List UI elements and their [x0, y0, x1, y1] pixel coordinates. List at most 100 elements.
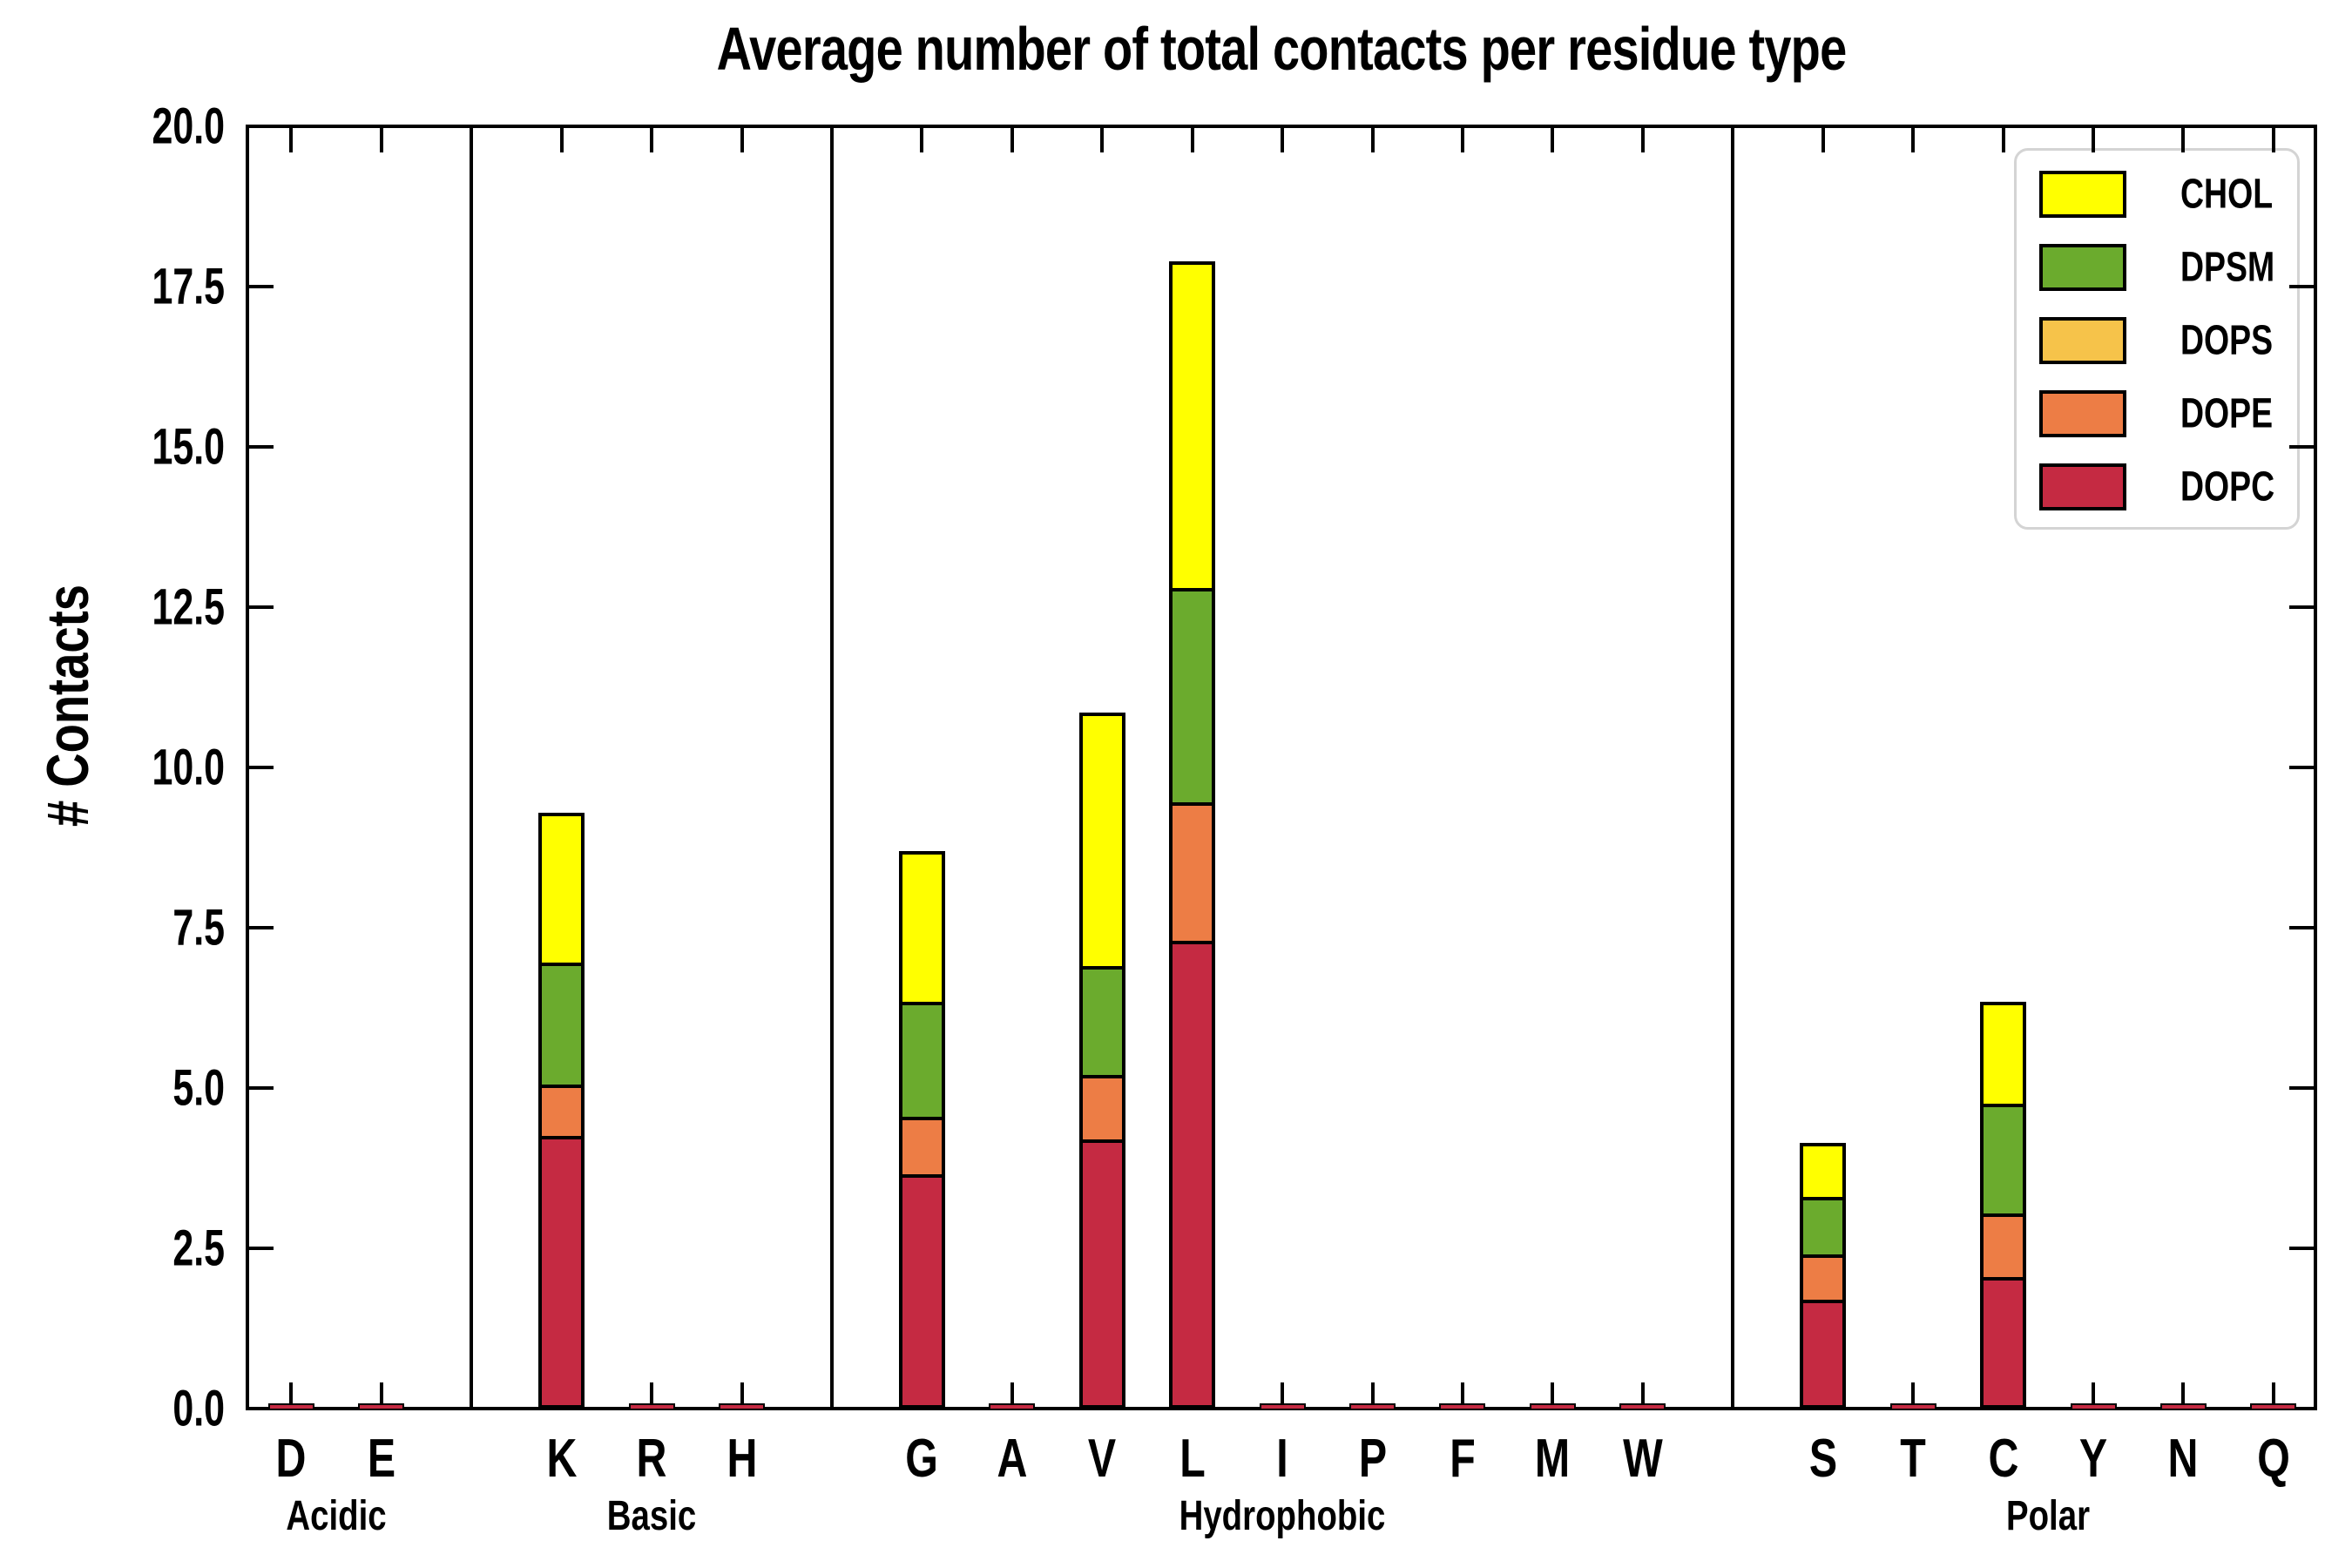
- x-axis-tick-top: [1640, 126, 1645, 152]
- legend-label: CHOL: [2180, 171, 2274, 218]
- x-axis-tick-bottom: [2271, 1382, 2275, 1409]
- x-axis-tick-top: [2271, 126, 2275, 152]
- y-axis-tick-right: [2289, 926, 2315, 929]
- bar-segment-chol: [538, 812, 585, 967]
- x-axis-tick-bottom: [1281, 1382, 1285, 1409]
- x-tick-label: S: [1808, 1429, 1837, 1489]
- bar-segment-dpsm: [1169, 587, 1216, 807]
- y-axis-tick-left: [247, 1247, 274, 1250]
- x-axis-tick-bottom: [1010, 1382, 1014, 1409]
- bar-near-zero: [267, 1403, 314, 1410]
- y-tick-label: 12.5: [152, 578, 225, 636]
- legend-swatch-chol: [2039, 171, 2126, 218]
- y-axis-tick-right: [2289, 1247, 2315, 1250]
- bar-segment-chol: [1169, 260, 1216, 591]
- legend-label: DOPE: [2180, 390, 2274, 437]
- x-tick-label: A: [997, 1429, 1028, 1489]
- x-tick-label: C: [1988, 1429, 2019, 1489]
- bar-segment-dopc: [1800, 1299, 1847, 1409]
- bar-near-zero: [1259, 1403, 1306, 1410]
- axis-right-spine: [2314, 125, 2317, 1410]
- x-axis-tick-top: [2181, 126, 2186, 152]
- bar-near-zero: [2250, 1403, 2297, 1410]
- y-axis-tick-left: [247, 605, 274, 609]
- y-tick-label: 0.0: [172, 1380, 225, 1437]
- chart-title: Average number of total contacts per res…: [716, 15, 1848, 83]
- y-axis-tick-right: [2289, 1407, 2315, 1410]
- x-axis-tick-top: [1911, 126, 1916, 152]
- x-tick-label: G: [905, 1429, 939, 1489]
- y-tick-label: 5.0: [172, 1059, 225, 1117]
- x-axis-tick-bottom: [1460, 1382, 1464, 1409]
- bar-near-zero: [358, 1403, 405, 1410]
- legend-label: DOPS: [2180, 317, 2274, 364]
- legend-swatch-dopc: [2039, 463, 2126, 510]
- x-axis-tick-top: [1100, 126, 1105, 152]
- y-axis-tick-right: [2289, 285, 2315, 288]
- bar-segment-dpsm: [1980, 1104, 2027, 1217]
- x-axis-tick-top: [2001, 126, 2005, 152]
- bar-segment-dope: [1800, 1254, 1847, 1303]
- legend-item-dops: DOPS: [2017, 304, 2297, 377]
- y-tick-label: 10.0: [152, 739, 225, 796]
- bar-segment-dpsm: [1800, 1197, 1847, 1259]
- group-separator-line: [470, 126, 474, 1409]
- x-axis-tick-top: [1281, 126, 1285, 152]
- x-axis-tick-top: [650, 126, 654, 152]
- bar-near-zero: [1529, 1403, 1576, 1410]
- group-label: Basic: [606, 1493, 697, 1539]
- x-axis-tick-bottom: [1370, 1382, 1375, 1409]
- bar-segment-dopc: [1169, 940, 1216, 1409]
- bar-near-zero: [2159, 1403, 2207, 1410]
- x-tick-label: W: [1623, 1429, 1663, 1489]
- bar-near-zero: [628, 1403, 675, 1410]
- legend-swatch-dpsm: [2039, 244, 2126, 291]
- y-axis-tick-right: [2289, 766, 2315, 769]
- x-axis-tick-top: [2092, 126, 2095, 152]
- x-axis-tick-top: [289, 126, 294, 152]
- x-tick-label: R: [636, 1429, 667, 1489]
- y-axis-tick-left: [247, 445, 274, 449]
- x-axis-tick-bottom: [740, 1382, 744, 1409]
- bar-near-zero: [719, 1403, 766, 1410]
- bar-segment-dope: [538, 1085, 585, 1140]
- x-axis-tick-bottom: [1911, 1382, 1916, 1409]
- x-axis-tick-bottom: [2092, 1382, 2095, 1409]
- bar-segment-chol: [898, 850, 945, 1005]
- x-tick-label: F: [1450, 1429, 1476, 1489]
- bar-near-zero: [1889, 1403, 1936, 1410]
- x-axis-tick-top: [379, 126, 383, 152]
- bar-segment-chol: [1078, 713, 1125, 970]
- x-axis-tick-top: [1010, 126, 1014, 152]
- x-tick-label: N: [2167, 1429, 2199, 1489]
- x-tick-label: E: [367, 1429, 395, 1489]
- y-tick-label: 15.0: [152, 418, 225, 476]
- legend: CHOL DPSM DOPS DOPE DOPC: [2014, 148, 2300, 530]
- bar-segment-dpsm: [538, 963, 585, 1089]
- x-tick-label: D: [275, 1429, 307, 1489]
- legend-item-chol: CHOL: [2017, 158, 2297, 231]
- bar-near-zero: [2070, 1403, 2117, 1410]
- x-tick-label: M: [1535, 1429, 1571, 1489]
- x-tick-label: T: [1900, 1429, 1926, 1489]
- legend-item-dopc: DOPC: [2017, 450, 2297, 524]
- y-axis-tick-right: [2289, 605, 2315, 609]
- x-axis-tick-top: [1551, 126, 1555, 152]
- group-label: Hydrophobic: [1179, 1493, 1386, 1539]
- y-tick-label: 20.0: [152, 98, 225, 155]
- x-axis-tick-bottom: [650, 1382, 654, 1409]
- x-axis-tick-top: [559, 126, 564, 152]
- x-tick-label: Y: [2078, 1429, 2108, 1489]
- legend-swatch-dope: [2039, 390, 2126, 437]
- bar-segment-dopc: [538, 1136, 585, 1409]
- bar-segment-dopc: [898, 1174, 945, 1409]
- x-axis-tick-top: [740, 126, 744, 152]
- group-separator-line: [1731, 126, 1735, 1409]
- x-axis-tick-bottom: [1551, 1382, 1555, 1409]
- x-tick-label: I: [1276, 1429, 1288, 1489]
- bar-near-zero: [1439, 1403, 1486, 1410]
- y-axis-tick-left: [247, 125, 274, 128]
- x-tick-label: Q: [2257, 1429, 2290, 1489]
- y-axis-tick-left: [247, 766, 274, 769]
